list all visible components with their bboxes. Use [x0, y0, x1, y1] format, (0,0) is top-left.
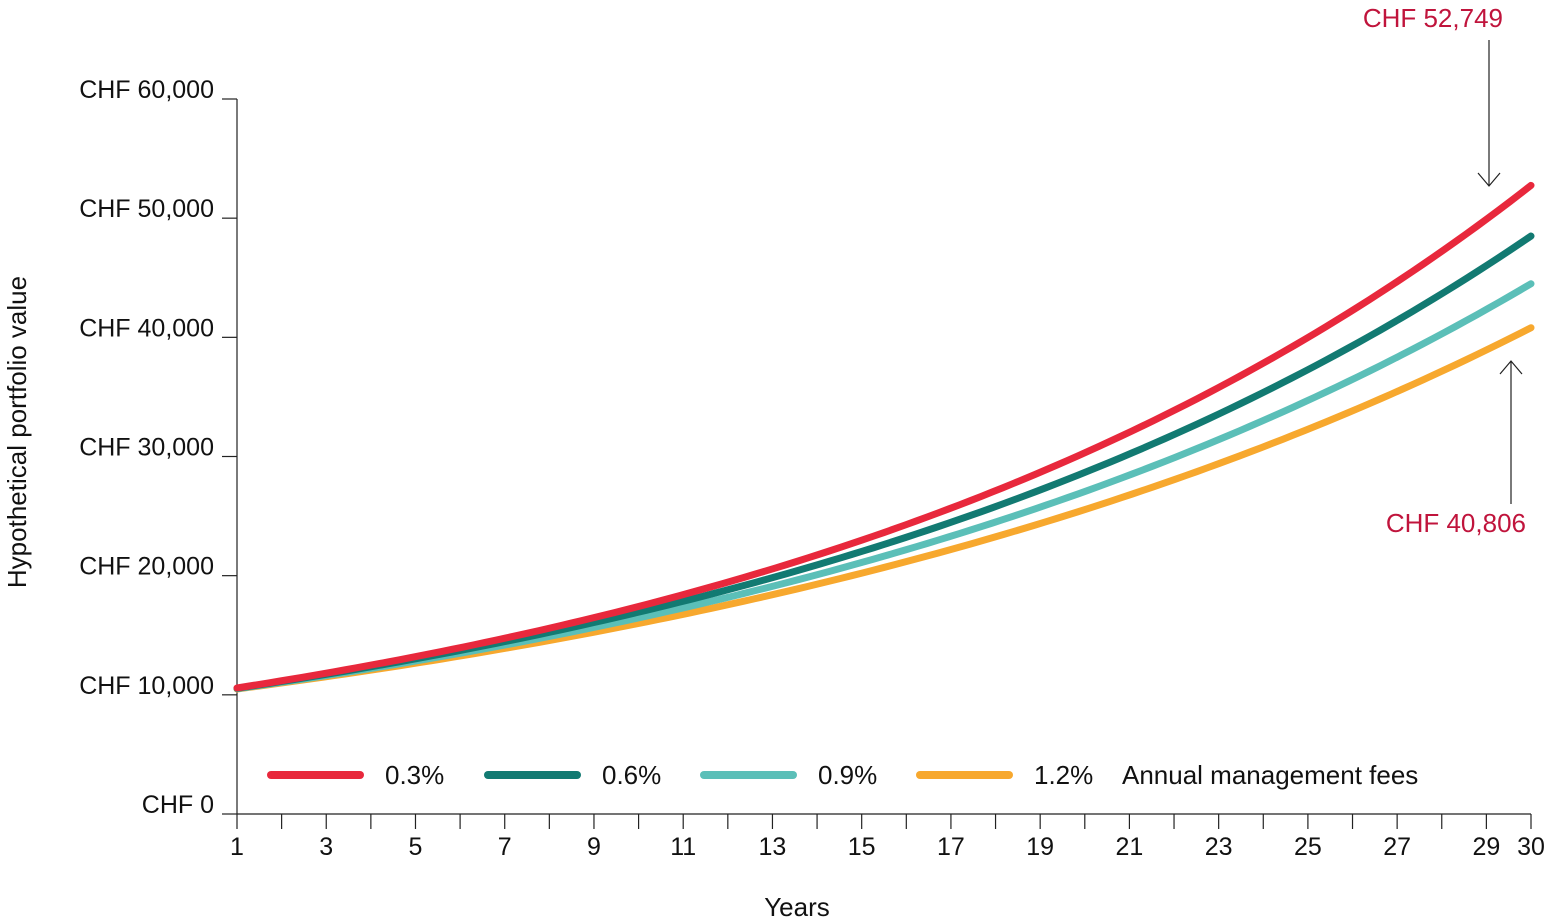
annotation-label-bottom: CHF 40,806: [1386, 508, 1526, 538]
legend-label: 0.6%: [602, 760, 661, 790]
x-tick-label: 13: [759, 833, 787, 861]
x-axis-title: Years: [764, 892, 830, 922]
y-tick-label: CHF 20,000: [79, 553, 214, 581]
series-line-0-3pct: [233, 181, 1535, 692]
x-tick-label: 3: [319, 833, 333, 861]
y-axis: CHF 0 CHF 10,000 CHF 20,000 CHF 30,000 CHF 4…: [79, 76, 238, 819]
x-tick-label: 19: [1026, 833, 1054, 861]
x-tick-label: 11: [670, 833, 696, 861]
annotation-arrow-head: [1477, 172, 1501, 187]
x-axis: 1 3 5 7 9 11 13 15 17 19 21 23 25 27 29 30: [230, 813, 1545, 861]
x-tick-label: 17: [937, 833, 965, 861]
x-tick-label: 27: [1383, 833, 1411, 861]
x-tick-label: 7: [498, 833, 512, 861]
x-tick-label: 1: [230, 833, 244, 861]
y-axis-title: Hypothetical portfolio value: [2, 276, 32, 588]
x-tick-label: 23: [1205, 833, 1233, 861]
series-line-0-6pct: [233, 232, 1535, 692]
legend-label: 0.3%: [385, 760, 444, 790]
legend: 0.3% 0.6% 0.9% 1.2% Annual management fees: [267, 760, 1418, 790]
x-tick-label: 25: [1294, 833, 1322, 861]
x-tick-label: 21: [1116, 833, 1144, 861]
x-tick-label: 9: [587, 833, 601, 861]
y-tick-label: CHF 60,000: [79, 76, 214, 104]
y-tick-label: CHF 0: [142, 791, 214, 819]
legend-label: 0.9%: [818, 760, 877, 790]
y-tick-label: CHF 40,000: [79, 314, 214, 342]
series-line-0-9pct: [233, 280, 1535, 693]
x-tick-label: 29: [1472, 833, 1500, 861]
y-tick-label: CHF 10,000: [79, 672, 214, 700]
series-line-1-2pct: [233, 324, 1535, 693]
annotation-label-top: CHF 52,749: [1363, 3, 1503, 33]
y-tick-label: CHF 30,000: [79, 434, 214, 462]
annotation-arrow-head: [1499, 360, 1523, 375]
x-tick-label: 30: [1517, 833, 1545, 861]
series-lines: [233, 181, 1535, 693]
legend-suffix: Annual management fees: [1122, 760, 1418, 790]
y-tick-label: CHF 50,000: [79, 195, 214, 223]
x-tick-label: 5: [409, 833, 423, 861]
legend-label: 1.2%: [1034, 760, 1093, 790]
annotations: CHF 52,749 CHF 40,806: [1363, 3, 1526, 538]
x-tick-label: 15: [848, 833, 876, 861]
